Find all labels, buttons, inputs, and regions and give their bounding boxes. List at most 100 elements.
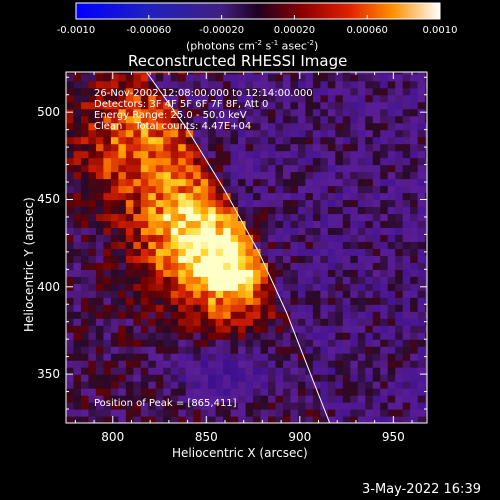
heatmap-cell [133, 409, 142, 417]
heatmap-cell [200, 395, 209, 403]
heatmap-cell [170, 283, 179, 291]
heatmap-cell [148, 346, 157, 354]
heatmap-cell [268, 339, 277, 347]
heatmap-cell [170, 332, 179, 340]
heatmap-cell [342, 192, 351, 201]
heatmap-cell [395, 108, 404, 117]
heatmap-cell [163, 269, 172, 277]
heatmap-cell [305, 353, 314, 361]
heatmap-cell [95, 72, 105, 75]
heatmap-cell [178, 402, 187, 410]
heatmap-cell [357, 290, 366, 298]
heatmap-cell [125, 388, 134, 396]
heatmap-cell [387, 290, 396, 298]
heatmap-cell [402, 164, 411, 173]
heatmap-cell [365, 115, 374, 124]
heatmap-cell [200, 276, 209, 284]
heatmap-cell [170, 178, 179, 187]
heatmap-cell [245, 325, 254, 333]
heatmap-cell [95, 227, 105, 236]
heatmap-cell [335, 276, 344, 284]
heatmap-cell [140, 220, 149, 229]
heatmap-cell [365, 290, 374, 298]
heatmap-cell [163, 241, 172, 249]
heatmap-cell [365, 199, 374, 208]
heatmap-cell [148, 101, 157, 110]
heatmap-cell [395, 367, 404, 375]
heatmap-cell [103, 402, 112, 410]
heatmap-cell [208, 255, 217, 263]
heatmap-cell [73, 115, 82, 124]
heatmap-cell [282, 318, 292, 326]
heatmap-cell [215, 164, 224, 173]
heatmap-cell [88, 346, 97, 354]
heatmap-cell [297, 157, 307, 166]
heatmap-cell [245, 297, 254, 305]
heatmap-cell [125, 171, 134, 180]
heatmap-cell [215, 381, 224, 389]
heatmap-cell [290, 360, 299, 368]
heatmap-cell [103, 136, 112, 145]
heatmap-cell [238, 395, 247, 403]
heatmap-cell [66, 297, 75, 305]
heatmap-cell [365, 73, 374, 82]
heatmap-cell [342, 311, 351, 319]
heatmap-cell [170, 318, 179, 326]
heatmap-cell [305, 143, 314, 152]
heatmap-cell [402, 381, 411, 389]
heatmap-cell [208, 367, 217, 375]
heatmap-cell [230, 402, 239, 410]
heatmap-cell [417, 150, 426, 159]
heatmap-cell [282, 185, 292, 194]
heatmap-cell [290, 332, 299, 340]
y-axis-label: Heliocentric Y (arcsec) [22, 197, 36, 332]
heatmap-cell [118, 199, 127, 208]
heatmap-cell [260, 108, 269, 117]
heatmap-cell [148, 409, 157, 417]
heatmap-cell [425, 206, 427, 215]
heatmap-cell [327, 248, 336, 256]
y-tick-label: 400 [37, 279, 60, 294]
heatmap-cell [387, 73, 396, 82]
heatmap-cell [365, 304, 374, 312]
heatmap-cell [387, 87, 396, 96]
heatmap-cell [380, 395, 389, 403]
heatmap-cell [357, 108, 366, 117]
heatmap-cell [342, 94, 351, 103]
heatmap-cell [155, 248, 164, 256]
heatmap-cell [185, 311, 194, 319]
heatmap-cell [320, 220, 329, 229]
heatmap-cell [268, 150, 277, 159]
heatmap-cell [215, 409, 224, 417]
heatmap-cell [230, 374, 239, 382]
heatmap-cell [155, 290, 164, 298]
heatmap-cell [327, 395, 336, 403]
heatmap-cell [290, 346, 299, 354]
heatmap-cell [110, 206, 119, 215]
heatmap-cell [118, 395, 127, 403]
heatmap-cell [215, 227, 224, 236]
heatmap-cell [417, 388, 426, 396]
heatmap-cell [223, 325, 232, 333]
heatmap-cell [193, 157, 202, 166]
heatmap-cell [125, 227, 134, 236]
heatmap-cell [215, 234, 224, 242]
heatmap-cell [297, 262, 307, 270]
heatmap-cell [163, 213, 172, 222]
heatmap-cell [88, 129, 97, 138]
heatmap-cell [245, 178, 254, 187]
heatmap-cell [238, 164, 247, 173]
heatmap-cell [410, 311, 419, 319]
heatmap-cell [305, 87, 314, 96]
heatmap-cell [110, 129, 119, 138]
heatmap-cell [425, 395, 427, 403]
heatmap-cell [275, 262, 284, 270]
heatmap-cell [327, 185, 336, 194]
heatmap-cell [335, 262, 344, 270]
heatmap-cell [253, 304, 262, 312]
heatmap-cell [155, 143, 164, 152]
heatmap-cell [260, 73, 269, 82]
heatmap-cell [312, 80, 321, 89]
heatmap-cell [268, 234, 277, 242]
heatmap-cell [118, 80, 127, 89]
